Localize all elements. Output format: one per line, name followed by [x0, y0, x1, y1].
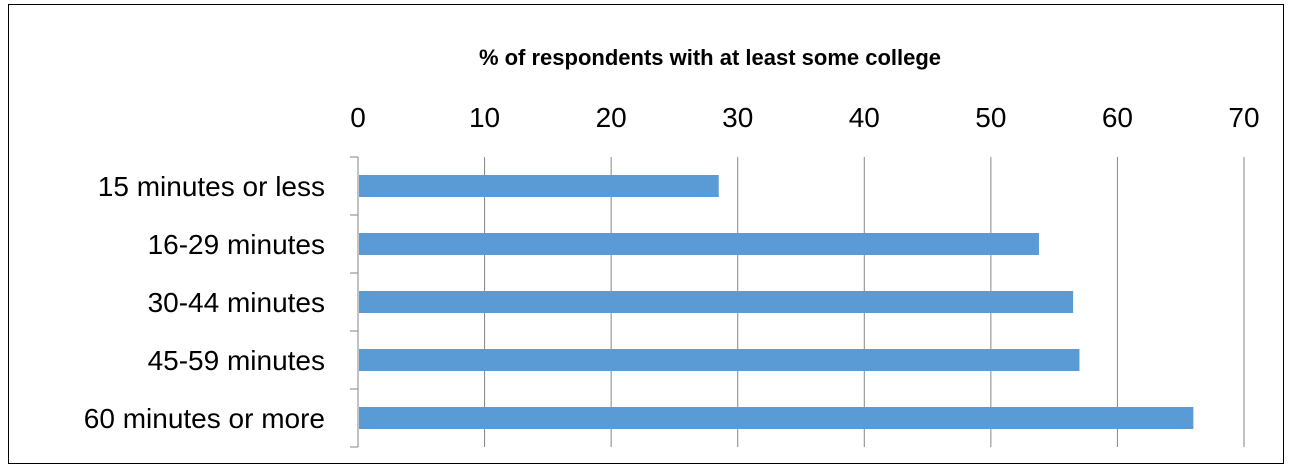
category-label-2: 16-29 minutes: [148, 229, 325, 260]
x-tick-label-40: 40: [849, 102, 880, 133]
bars: [359, 175, 1194, 429]
x-tick-label-0: 0: [350, 102, 366, 133]
x-tick-label-30: 30: [722, 102, 753, 133]
x-tick-labels: 0 10 20 30 40 50 60 70: [350, 102, 1259, 133]
x-tick-label-70: 70: [1228, 102, 1259, 133]
category-label-1: 15 minutes or less: [98, 171, 325, 202]
x-tick-label-50: 50: [975, 102, 1006, 133]
x-tick-label-20: 20: [596, 102, 627, 133]
x-tick-label-60: 60: [1102, 102, 1133, 133]
y-axis-ticks: [350, 156, 358, 448]
x-tick-label-10: 10: [469, 102, 500, 133]
category-labels: 15 minutes or less 16-29 minutes 30-44 min…: [84, 171, 325, 434]
category-label-3: 30-44 minutes: [148, 287, 325, 318]
bar-1: [359, 175, 719, 197]
bar-2: [359, 233, 1039, 255]
category-label-4: 45-59 minutes: [148, 345, 325, 376]
bar-5: [359, 407, 1194, 429]
chart-title: % of respondents with at least some coll…: [479, 45, 941, 70]
category-label-5: 60 minutes or more: [84, 403, 325, 434]
bar-4: [359, 349, 1080, 371]
bar-3: [359, 291, 1074, 313]
